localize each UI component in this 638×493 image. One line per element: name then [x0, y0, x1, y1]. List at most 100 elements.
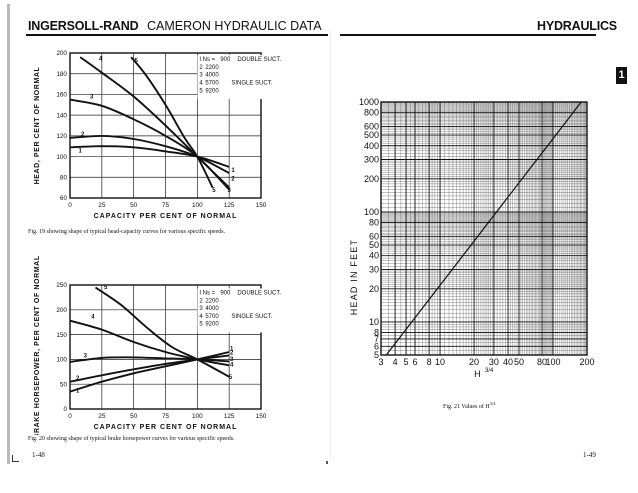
curve-ns-5: [130, 56, 214, 189]
y-tick-label: 100: [56, 357, 67, 364]
legend-value: 5700: [205, 314, 219, 320]
page-gutter: [330, 30, 331, 460]
figure-19-caption: Fig. 19 showing shape of typical head-ca…: [28, 229, 226, 235]
y-tick-label: 250: [56, 282, 67, 289]
y-tick-label: 80: [369, 218, 379, 228]
y-tick-label: 1000: [359, 97, 379, 107]
y-tick-label: 50: [60, 381, 68, 388]
curve-label: 2: [81, 132, 85, 138]
curve-label: 2: [76, 376, 80, 382]
y-tick-label: 100: [56, 154, 67, 161]
x-tick-label: 50: [130, 202, 138, 209]
y-tick-label: 160: [56, 92, 67, 99]
x-tick-label: 100: [192, 413, 203, 420]
x-tick-label: 5: [404, 357, 409, 367]
y-axis-title: HEAD IN FEET: [349, 239, 359, 315]
legend-number: I Ns =: [199, 290, 215, 296]
curve-label: 3: [84, 353, 88, 359]
figure-20-caption: Fig. 20 showing shape of typical brake h…: [28, 436, 235, 442]
y-tick-label: 7: [374, 334, 379, 344]
legend-background: [197, 55, 300, 100]
y-tick-label: 40: [369, 251, 379, 261]
legend-number: 4: [199, 80, 203, 86]
curve-label: 1: [231, 168, 235, 174]
x-tick-label: 100: [192, 202, 203, 209]
figure-21-caption-exponent: 3/4: [489, 401, 496, 406]
legend-value: 900: [220, 57, 231, 63]
x-tick-label: 80: [537, 357, 547, 367]
curve-label: 1: [76, 389, 80, 395]
curve-label: 3: [227, 188, 231, 194]
plot-frame: [69, 284, 262, 410]
x-tick-label: 200: [579, 357, 594, 367]
curve-label: 1: [79, 148, 83, 154]
legend-value: 900: [220, 290, 231, 296]
plot-frame: [69, 52, 262, 199]
curve-label: 4: [99, 56, 103, 62]
x-tick-label: 8: [427, 357, 432, 367]
y-tick-label: 200: [56, 50, 67, 57]
y-tick-label: 30: [369, 264, 379, 274]
legend-value: 4000: [205, 73, 219, 79]
x-axis-title: CAPACITY PER CENT OF NORMAL: [94, 213, 238, 220]
y-tick-label: 600: [364, 121, 379, 131]
y-tick-label: 300: [364, 154, 379, 164]
x-tick-label: 0: [68, 413, 72, 420]
x-tick-label: 3: [378, 357, 383, 367]
y-tick-label: 5: [374, 350, 379, 360]
y-tick-label: 50: [369, 240, 379, 250]
y-tick-label: 60: [60, 195, 68, 202]
legend-description: DOUBLE SUCT.: [237, 57, 281, 63]
y-tick-label: 20: [369, 284, 379, 294]
legend-number: 5: [199, 322, 203, 328]
y-tick-label: 200: [364, 174, 379, 184]
legend-background: [197, 288, 300, 333]
y-tick-label: 400: [364, 141, 379, 151]
curve-label: 3: [230, 357, 234, 363]
legend-number: I Ns =: [199, 57, 215, 63]
legend-value: 9200: [205, 88, 219, 94]
y-axis-title: BRAKE HORSEPOWER, PER CENT OF NORMAL: [34, 255, 41, 435]
figure-21-caption: Fig. 21 Values of H3/4: [443, 401, 496, 410]
curve-label: 4: [230, 362, 234, 368]
x-tick-label: 125: [224, 202, 235, 209]
legend-number: 3: [199, 306, 203, 312]
curve-label: 2: [230, 350, 234, 356]
curve-label: 5: [212, 188, 216, 194]
curve-label: 1: [230, 346, 234, 352]
legend-value: 2200: [205, 298, 219, 304]
x-tick-label: 20: [469, 357, 479, 367]
x-tick-label: 50: [130, 413, 138, 420]
plot-frame: [380, 101, 588, 356]
x-tick-label: 0: [68, 202, 72, 209]
legend-value: 5700: [205, 80, 219, 86]
y-tick-label: 8: [374, 328, 379, 338]
header-title-right: HYDRAULICS: [537, 19, 617, 33]
y-tick-label: 500: [364, 130, 379, 140]
y-tick-label: 140: [56, 112, 67, 119]
y-tick-label: 6: [374, 341, 379, 351]
curve-label: 4: [91, 315, 95, 321]
x-tick-label: 10: [435, 357, 445, 367]
legend-number: 2: [199, 65, 203, 71]
header-title-left: CAMERON HYDRAULIC DATA: [147, 19, 322, 33]
x-tick-label: 125: [224, 413, 235, 420]
page-corner-mark: [12, 455, 19, 462]
x-tick-label: 100: [545, 357, 560, 367]
figure-19-head-capacity-chart: 0 25 50 75 100 125 1506080100120140160180200I …: [34, 50, 300, 220]
x-tick-label: 30: [489, 357, 499, 367]
y-axis-title: HEAD, PER CENT OF NORMAL: [34, 66, 41, 184]
legend-number: 4: [199, 314, 203, 320]
x-tick-label: 150: [256, 202, 267, 209]
y-tick-label: 120: [56, 133, 67, 140]
header-brand: INGERSOLL-RAND: [28, 19, 139, 33]
legend-description: SINGLE SUCT.: [231, 314, 272, 320]
legend-number: 5: [199, 88, 203, 94]
legend-value: 2200: [205, 65, 219, 71]
x-axis-title-exponent: 3/4: [485, 368, 494, 374]
curve-label: 5: [229, 375, 233, 381]
x-tick-label: 150: [256, 413, 267, 420]
curve-label: 5: [104, 285, 108, 291]
x-axis-title: CAPACITY PER CENT OF NORMAL: [94, 424, 238, 431]
